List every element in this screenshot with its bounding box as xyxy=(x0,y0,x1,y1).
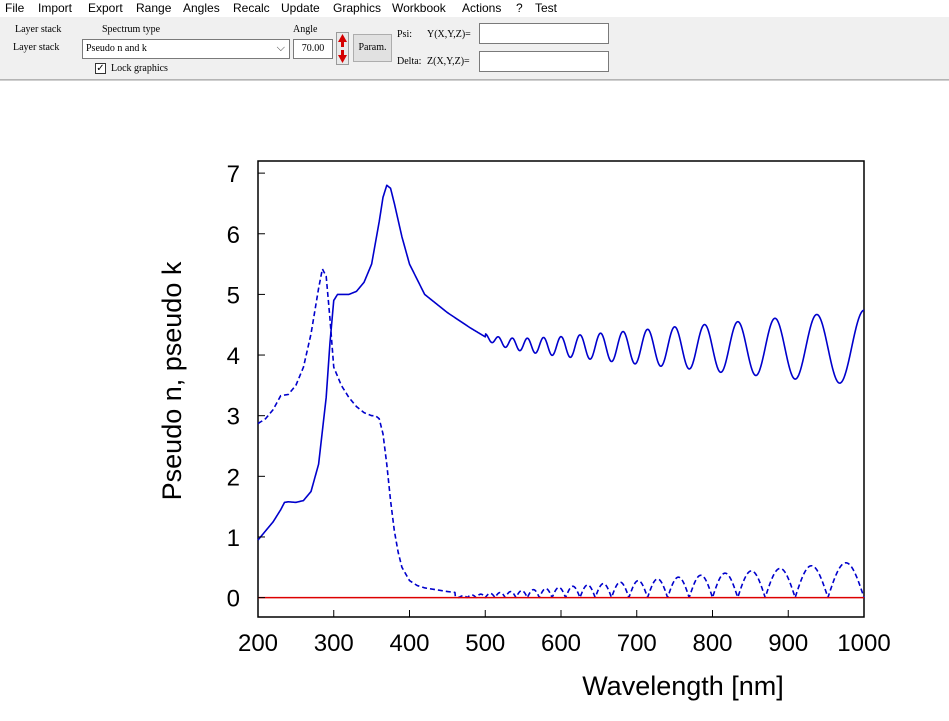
plot-area: 200 300 400 500 600 700 800 900 1000 0 1 2 3 4 5 6 7 Wav… xyxy=(0,80,949,721)
y-axis-label: Pseudo n, pseudo k xyxy=(157,261,187,500)
angle-input[interactable]: 70.00 xyxy=(293,39,333,59)
menu-bar: File Import Export Range Angles Recalc U… xyxy=(0,0,949,17)
menu-workbook[interactable]: Workbook xyxy=(392,1,446,15)
menu-file[interactable]: File xyxy=(5,1,25,15)
plot-frame xyxy=(257,160,865,618)
spectrum-type-label: Spectrum type xyxy=(102,24,161,35)
menu-test[interactable]: Test xyxy=(535,1,558,15)
spectrum-type-value: Pseudo n and k xyxy=(86,43,147,54)
y-tick-label: 4 xyxy=(227,343,240,370)
menu-graphics[interactable]: Graphics xyxy=(333,1,382,15)
menu-import[interactable]: Import xyxy=(38,1,73,15)
toolbar: Layer stack Layer stack Spectrum type Ps… xyxy=(0,17,949,80)
arrow-down-icon[interactable] xyxy=(338,50,347,63)
x-tick-label: 600 xyxy=(541,630,581,657)
menu-recalc[interactable]: Recalc xyxy=(233,1,270,15)
delta-label: Delta: xyxy=(397,56,422,67)
x-tick-label: 900 xyxy=(768,630,808,657)
x-tick-label: 500 xyxy=(465,630,505,657)
layer-stack-label: Layer stack xyxy=(15,24,62,35)
angle-label: Angle xyxy=(293,24,318,35)
y-tick-label: 2 xyxy=(227,464,240,491)
menu-update[interactable]: Update xyxy=(281,1,320,15)
y-tick-label: 6 xyxy=(227,222,240,249)
x-axis-label: Wavelength [nm] xyxy=(582,671,784,701)
layer-stack-dropdown[interactable]: Layer stack xyxy=(13,42,60,53)
param-button[interactable]: Param. xyxy=(353,34,392,62)
psi-expression-input[interactable] xyxy=(479,23,609,44)
x-tick-label: 800 xyxy=(692,630,732,657)
menu-range[interactable]: Range xyxy=(136,1,172,15)
y-tick-label: 3 xyxy=(227,404,240,431)
angle-spinner[interactable] xyxy=(336,32,349,65)
arrow-up-icon[interactable] xyxy=(338,34,347,47)
spectrum-type-select[interactable]: Pseudo n and k ⌵ xyxy=(82,39,290,59)
y-tick-label: 7 xyxy=(227,161,240,188)
x-tick-label: 300 xyxy=(314,630,354,657)
series-pseudo-n xyxy=(257,184,865,541)
pseudo-nk-chart: 200 300 400 500 600 700 800 900 1000 0 1 2 3 4 5 6 7 Wav… xyxy=(157,160,891,701)
psi-label: Psi: xyxy=(397,29,413,40)
series-pseudo-k xyxy=(257,268,865,599)
delta-expression-input[interactable] xyxy=(479,51,609,72)
chevron-down-icon: ⌵ xyxy=(276,41,285,54)
psi-expression-label: Y(X,Y,Z)= xyxy=(427,29,471,40)
menu-actions[interactable]: Actions xyxy=(462,1,502,15)
y-tick-label: 5 xyxy=(227,282,240,309)
x-tick-label: 200 xyxy=(238,630,278,657)
menu-export[interactable]: Export xyxy=(88,1,123,15)
menu-help[interactable]: ? xyxy=(516,1,523,15)
x-tick-label: 400 xyxy=(389,630,429,657)
lock-graphics-checkbox[interactable]: ✓ xyxy=(95,63,106,74)
y-tick-label: 1 xyxy=(227,525,240,552)
x-tick-label: 700 xyxy=(617,630,657,657)
menu-angles[interactable]: Angles xyxy=(183,1,220,15)
x-tick-label: 1000 xyxy=(837,630,890,657)
y-tick-label: 0 xyxy=(227,586,240,613)
delta-expression-label: Z(X,Y,Z)= xyxy=(427,56,470,67)
lock-graphics-label: Lock graphics xyxy=(111,63,168,74)
